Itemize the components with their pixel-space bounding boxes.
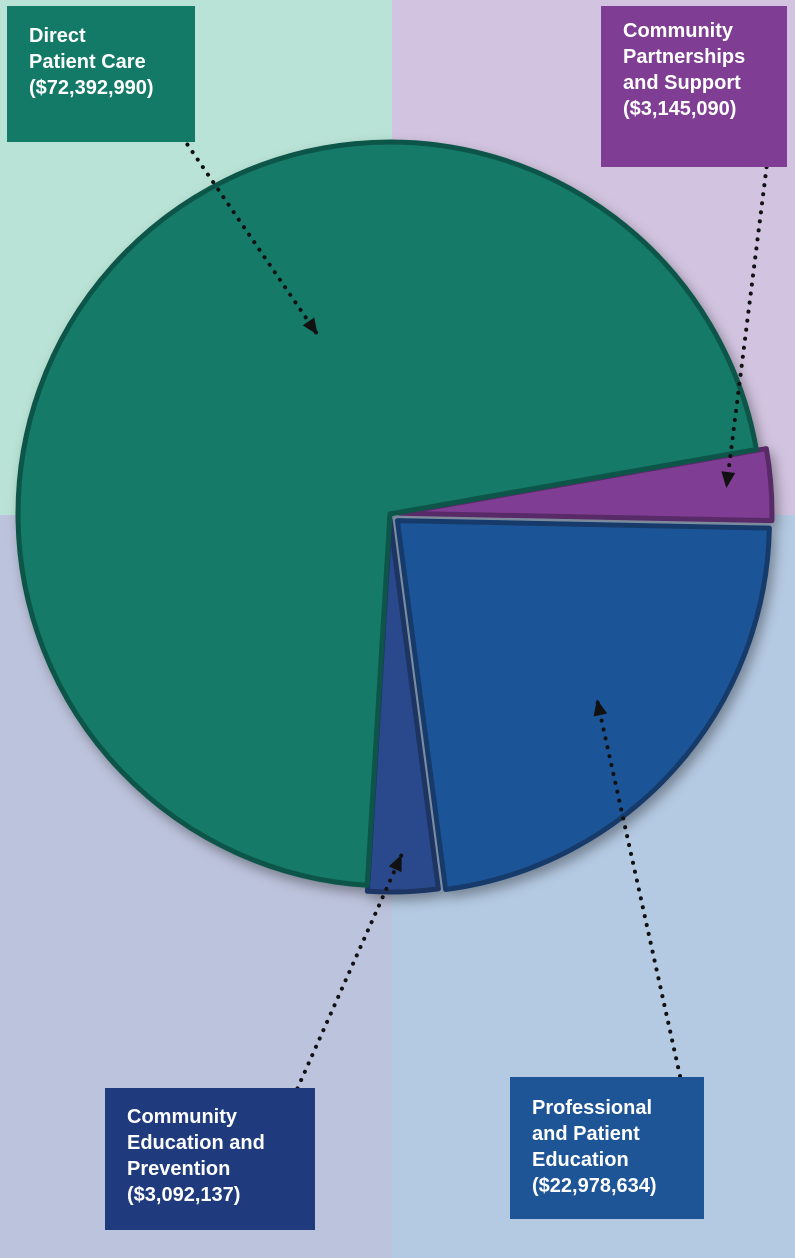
- label-community-partnerships: Community Partnerships and Support ($3,1…: [601, 6, 787, 167]
- label-line: Community: [623, 20, 733, 42]
- leader-line-0: [170, 120, 320, 337]
- leader-arrowhead-1: [721, 471, 736, 488]
- label-line: Education: [532, 1149, 629, 1171]
- leader-arrowhead-2: [593, 699, 608, 717]
- label-value: ($72,392,990): [29, 77, 154, 99]
- label-professional-education: Professional and Patient Education ($22,…: [510, 1077, 704, 1219]
- leader-line-3: [288, 852, 404, 1107]
- label-line: Community: [127, 1106, 237, 1128]
- label-direct-patient-care: Direct Patient Care ($72,392,990): [7, 6, 195, 142]
- label-line: Partnerships: [623, 46, 746, 68]
- label-line: Education and: [127, 1132, 265, 1154]
- label-line: Direct: [29, 25, 86, 47]
- label-value: ($3,092,137): [127, 1184, 241, 1206]
- pie-slice-1: [397, 446, 775, 524]
- pie-slice-2: [394, 518, 772, 893]
- label-line: and Patient: [532, 1123, 640, 1145]
- leader-line-2: [594, 697, 684, 1087]
- leader-arrowhead-0: [302, 317, 318, 335]
- label-line: and Support: [623, 72, 741, 94]
- leader-arrowhead-3: [388, 854, 402, 873]
- label-value: ($22,978,634): [532, 1175, 657, 1197]
- leader-line-1: [724, 138, 772, 490]
- label-community-education: Community Education and Prevention ($3,0…: [105, 1088, 315, 1230]
- pie-slice-0: [15, 139, 759, 888]
- label-line: Professional: [532, 1097, 653, 1119]
- label-line: Patient Care: [29, 51, 146, 73]
- label-line: Prevention: [127, 1158, 231, 1180]
- label-value: ($3,145,090): [623, 98, 737, 120]
